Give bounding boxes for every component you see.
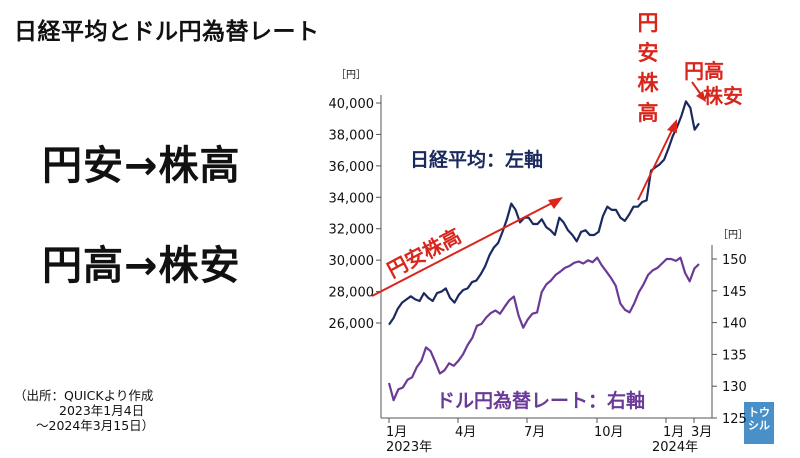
x-tick-label: 1月: [386, 425, 407, 440]
chart-labels: 26,000 28,000 30,000 32,000 34,000 36,000 38,0…: [329, 11, 749, 455]
annotation-weak-yen-rally: 円安株高: [383, 224, 465, 283]
x-tick-label: 3月: [691, 425, 712, 440]
chart-axes: [376, 95, 717, 423]
annotation-strong-yen-1: 円高: [684, 59, 724, 83]
chart-marks: [371, 81, 706, 402]
left-tick-label: 38,000: [329, 128, 375, 143]
right-tick-label: 140: [722, 317, 747, 332]
right-tick-label: 150: [722, 253, 747, 268]
annotation-surge-char: 円: [638, 11, 659, 35]
left-tick-label: 36,000: [329, 160, 375, 175]
right-tick-label: 130: [722, 380, 747, 395]
left-axis-unit: ［円］: [336, 69, 366, 81]
trend-arrowhead: [548, 197, 563, 209]
source-note: （出所：QUICKより作成 2023年1月4日 ～2024年3月15日）: [14, 388, 154, 433]
left-tick-label: 26,000: [329, 317, 375, 332]
x-tick-label: 4月: [455, 425, 476, 440]
usdjpy-series-label: ドル円為替レート：右軸: [436, 389, 645, 412]
source-line-1: （出所：QUICKより作成: [14, 388, 154, 403]
annotation-surge-char: 高: [638, 101, 659, 125]
right-tick-label: 145: [722, 285, 747, 300]
right-axis-unit: ［円］: [718, 229, 748, 241]
right-tick-label: 135: [722, 348, 747, 363]
toushiru-logo: トウ シル: [744, 402, 774, 444]
annotation-strong-yen-2: 株安: [703, 84, 743, 108]
x-tick-label: 10月: [594, 425, 624, 440]
right-tick-label: 125: [722, 412, 747, 427]
left-tick-label: 40,000: [329, 97, 375, 112]
drop-arrowhead: [696, 91, 706, 102]
nikkei-series-label: 日経平均：左軸: [410, 148, 543, 171]
surge-arrow-line: [637, 127, 674, 201]
x-year-label: 2024年: [652, 440, 698, 455]
left-tick-label: 28,000: [329, 286, 375, 301]
x-tick-label: 1月: [663, 425, 684, 440]
nikkei-line: [388, 100, 700, 326]
surge-arrowhead: [667, 119, 677, 133]
trend-arrow-line: [371, 200, 557, 297]
annotation-surge-char: 株: [638, 71, 660, 95]
page-title: 日経平均とドル円為替レート: [14, 19, 320, 45]
source-line-3: ～2024年3月15日）: [36, 418, 155, 433]
left-tick-label: 30,000: [329, 254, 375, 269]
x-year-label: 2023年: [386, 440, 432, 455]
x-tick-label: 7月: [524, 425, 545, 440]
annotation-surge-char: 安: [638, 41, 659, 65]
usdjpy-line: [387, 256, 700, 402]
summary-strong-yen: 円高→株安: [42, 243, 241, 289]
left-tick-label: 32,000: [329, 223, 375, 238]
source-line-2: 2023年1月4日: [59, 403, 145, 418]
summary-weak-yen: 円安→株高: [42, 143, 241, 189]
left-tick-label: 34,000: [329, 191, 375, 206]
